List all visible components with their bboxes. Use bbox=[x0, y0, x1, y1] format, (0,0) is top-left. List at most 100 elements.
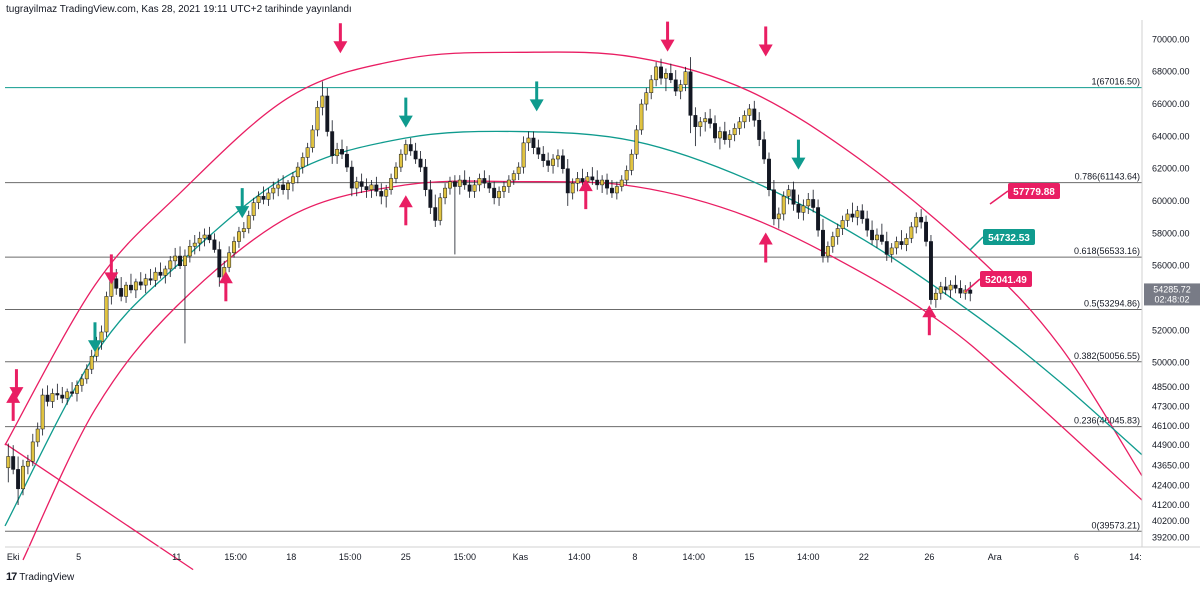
candle-body bbox=[786, 189, 791, 197]
candle-body bbox=[369, 184, 374, 190]
candle-body bbox=[79, 378, 84, 386]
candle-body bbox=[462, 179, 467, 186]
candle-body bbox=[634, 129, 639, 155]
candle-body bbox=[860, 210, 865, 220]
candle bbox=[717, 126, 722, 150]
candle bbox=[359, 173, 364, 193]
teal-down-arrow-icon bbox=[791, 139, 806, 170]
candle bbox=[668, 63, 673, 84]
candle bbox=[752, 100, 757, 127]
candle-body bbox=[354, 181, 359, 189]
candle bbox=[609, 180, 614, 198]
candle-body bbox=[99, 331, 104, 342]
candle bbox=[727, 129, 732, 148]
candle bbox=[398, 149, 403, 172]
x-tick-label: 14:00 bbox=[568, 552, 591, 562]
y-tick-label: 46100.00 bbox=[1152, 421, 1190, 431]
candle-body bbox=[30, 441, 35, 462]
arrow-head bbox=[398, 115, 413, 128]
candle-body bbox=[251, 202, 256, 216]
candle-body bbox=[349, 166, 354, 189]
candle-body bbox=[173, 255, 178, 262]
candle-body bbox=[236, 231, 241, 242]
candle-body bbox=[315, 107, 320, 131]
candle bbox=[227, 246, 232, 273]
candle bbox=[811, 189, 816, 213]
candle bbox=[158, 262, 163, 279]
candle-body bbox=[202, 234, 207, 239]
candle-body bbox=[359, 181, 364, 187]
x-tick-label: 8 bbox=[632, 552, 637, 562]
candle-body bbox=[747, 108, 752, 116]
candle bbox=[600, 175, 605, 193]
candle bbox=[266, 188, 271, 206]
candle-body bbox=[129, 284, 133, 291]
x-tick-label: Kas bbox=[513, 552, 529, 562]
candle-body bbox=[286, 183, 290, 190]
arrow-head bbox=[660, 39, 675, 52]
fib-label-6: 0(39573.21) bbox=[1091, 520, 1140, 530]
tradingview-footer[interactable]: 17 TradingView bbox=[6, 571, 74, 583]
candle bbox=[821, 218, 825, 263]
candle-body bbox=[781, 195, 786, 215]
candle-body bbox=[119, 288, 124, 297]
candle-body bbox=[40, 394, 45, 430]
candle bbox=[953, 275, 958, 294]
candle bbox=[340, 139, 344, 160]
candle bbox=[624, 165, 629, 185]
candle-body bbox=[624, 170, 629, 181]
candle bbox=[929, 235, 933, 305]
arc-upper bbox=[4, 51, 1143, 477]
candle-body bbox=[879, 234, 884, 242]
arrow-head bbox=[791, 157, 806, 170]
candle-body bbox=[629, 153, 634, 171]
candle-body bbox=[418, 158, 423, 168]
pink-up-arrow-icon bbox=[922, 305, 937, 336]
candle-body bbox=[673, 79, 678, 92]
candle bbox=[924, 215, 929, 247]
candle bbox=[825, 241, 830, 263]
candle-body bbox=[413, 150, 418, 160]
candle-body bbox=[605, 179, 609, 189]
candle-body bbox=[556, 155, 560, 160]
arc-curves bbox=[4, 51, 1143, 571]
callout-box bbox=[980, 271, 1032, 287]
candle-body bbox=[929, 241, 933, 300]
callout-box bbox=[983, 229, 1035, 245]
candle bbox=[16, 456, 21, 505]
candle-body bbox=[138, 281, 143, 286]
x-tick-label: Ara bbox=[988, 552, 1002, 562]
candle-body bbox=[806, 199, 811, 207]
candle-body bbox=[55, 393, 60, 396]
candle-body bbox=[89, 355, 94, 370]
candle bbox=[163, 265, 168, 284]
candle bbox=[742, 110, 747, 129]
countdown-text: 02:48:02 bbox=[1154, 294, 1189, 304]
candle bbox=[79, 374, 84, 392]
arrow-head bbox=[922, 305, 937, 318]
candle-body bbox=[924, 221, 929, 242]
candle-body bbox=[659, 66, 663, 79]
candle bbox=[879, 223, 884, 245]
candle-body bbox=[958, 288, 963, 294]
candle bbox=[693, 107, 698, 147]
candle-body bbox=[11, 456, 16, 470]
candle-body bbox=[394, 166, 398, 179]
candle bbox=[835, 223, 840, 245]
candle bbox=[497, 186, 502, 206]
candle-body bbox=[300, 157, 305, 168]
pink-up-arrow-icon bbox=[398, 195, 413, 226]
candle-body bbox=[693, 115, 698, 127]
candle-body bbox=[114, 278, 119, 289]
candle bbox=[217, 241, 222, 287]
candle bbox=[89, 349, 94, 375]
candle bbox=[413, 142, 418, 164]
arrow-head bbox=[87, 340, 102, 353]
candle-body bbox=[379, 191, 384, 197]
candle-body bbox=[590, 176, 595, 181]
candle bbox=[104, 291, 109, 337]
candle bbox=[526, 131, 531, 151]
candle-body bbox=[477, 178, 482, 186]
candle bbox=[462, 170, 467, 190]
